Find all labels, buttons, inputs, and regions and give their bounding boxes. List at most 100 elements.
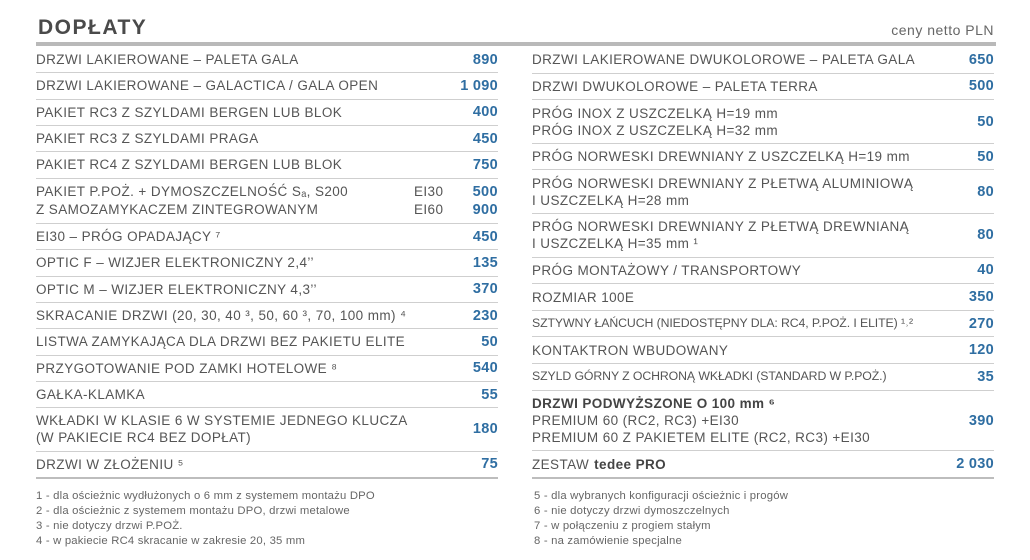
price: 750 — [472, 156, 498, 173]
item-text: PAKIET RC4 Z SZYLDAMI BERGEN LUB BLOK — [36, 157, 343, 173]
label-line: OPTIC M – WIZJER ELEKTRONICZNY 4,3’’ — [36, 281, 428, 298]
item-label: WKŁADKI W KLASIE 6 W SYSTEMIE JEDNEGO KL… — [36, 412, 428, 446]
label-line: PRÓG NORWESKI DREWNIANY Z PŁETWĄ DREWNIA… — [532, 218, 924, 235]
label-line: SKRACANIE DRZWI (20, 30, 40 ³, 50, 60 ³,… — [36, 307, 428, 324]
label-line: PAKIET RC3 Z SZYLDAMI PRAGA — [36, 130, 428, 147]
item-label: PRÓG MONTAŻOWY / TRANSPORTOWY — [532, 262, 924, 279]
item-label: PRÓG NORWESKI DREWNIANY Z PŁETWĄ ALUMINI… — [532, 175, 924, 209]
label-line: OPTIC F – WIZJER ELEKTRONICZNY 2,4’’ — [36, 254, 428, 271]
footnote: 2 - dla ościeżnic z systemem montażu DPO… — [36, 505, 350, 517]
price-row: OPTIC F – WIZJER ELEKTRONICZNY 2,4’’ 135 — [36, 250, 498, 277]
item-label: PRÓG NORWESKI DREWNIANY Z PŁETWĄ DREWNIA… — [532, 218, 924, 252]
item-text: ROZMIAR 100E — [532, 289, 635, 305]
price: 120 — [968, 342, 994, 359]
price: 50 — [481, 333, 498, 350]
item-label: DRZWI W ZŁOŻENIU ⁵ — [36, 456, 428, 473]
item-text: WKŁADKI W KLASIE 6 W SYSTEMIE JEDNEGO KL… — [36, 413, 408, 429]
price: 650 — [968, 51, 994, 68]
price-row: PAKIET RC3 Z SZYLDAMI BERGEN LUB BLOK 400 — [36, 100, 498, 126]
price: 400 — [472, 104, 498, 121]
item-text: PRZYGOTOWANIE POD ZAMKI HOTELOWE ⁸ — [36, 360, 338, 376]
price-row: SKRACANIE DRZWI (20, 30, 40 ³, 50, 60 ³,… — [36, 303, 498, 330]
footnote: 6 - nie dotyczy drzwi dymoszczelnych — [534, 505, 730, 517]
item-label: SZTYWNY ŁAŃCUCH (NIEDOSTĘPNY DLA: RC4, P… — [532, 315, 924, 332]
item-text: I USZCZELKĄ H=35 mm ¹ — [532, 236, 699, 252]
item-text: (W PAKIECIE RC4 BEZ DOPŁAT) — [36, 430, 252, 446]
price: 450 — [472, 130, 498, 147]
label-line: SZTYWNY ŁAŃCUCH (NIEDOSTĘPNY DLA: RC4, P… — [532, 315, 924, 332]
price-row: PRÓG NORWESKI DREWNIANY Z USZCZELKĄ H=19… — [532, 144, 994, 171]
item-label: PAKIET P.POŻ. + DYMOSZCZELNOŚĆ Sₐ, S200 E… — [36, 183, 498, 219]
variant-tag: EI30 — [414, 183, 444, 199]
price-row: PRÓG MONTAŻOWY / TRANSPORTOWY 40 — [532, 258, 994, 285]
price-row: DRZWI LAKIEROWANE – GALACTICA / GALA OPE… — [36, 73, 498, 100]
item-label: LISTWA ZAMYKAJĄCA DLA DRZWI BEZ PAKIETU … — [36, 333, 428, 350]
item-text: DRZWI W ZŁOŻENIU ⁵ — [36, 456, 184, 472]
footnote: 3 - nie dotyczy drzwi P.POŻ. — [36, 520, 183, 532]
label-line: ZESTAW tedee PRO — [532, 456, 924, 473]
price-row: WKŁADKI W KLASIE 6 W SYSTEMIE JEDNEGO KL… — [36, 408, 498, 452]
label-line: DRZWI LAKIEROWANE DWUKOLOROWE – PALETA G… — [532, 51, 924, 68]
price-row: OPTIC M – WIZJER ELEKTRONICZNY 4,3’’ 370 — [36, 277, 498, 303]
label-line: DRZWI LAKIEROWANE – PALETA GALA — [36, 51, 428, 68]
item-text: OPTIC F – WIZJER ELEKTRONICZNY 2,4’’ — [36, 255, 314, 271]
item-label: PAKIET RC4 Z SZYLDAMI BERGEN LUB BLOK — [36, 156, 428, 173]
price: 500 — [968, 78, 994, 95]
item-text: PREMIUM 60 (RC2, RC3) +EI30 — [532, 413, 739, 428]
item-label: KONTAKTRON WBUDOWANY — [532, 342, 924, 359]
price-row: DRZWI LAKIEROWANE DWUKOLOROWE – PALETA G… — [532, 47, 994, 74]
footnote: 1 - dla ościeżnic wydłużonych o 6 mm z s… — [36, 490, 375, 502]
item-text: PAKIET RC3 Z SZYLDAMI BERGEN LUB BLOK — [36, 104, 343, 120]
footnote: 7 - w połączeniu z progiem stałym — [534, 520, 711, 532]
item-text: PRÓG NORWESKI DREWNIANY Z PŁETWĄ DREWNIA… — [532, 219, 910, 235]
price: 270 — [968, 315, 994, 332]
variant-tag: EI60 — [414, 201, 444, 217]
item-label: DRZWI PODWYŻSZONE O 100 mm ⁶ PREMIUM 60 (… — [532, 395, 924, 446]
label-line: DRZWI PODWYŻSZONE O 100 mm ⁶ — [532, 395, 924, 412]
item-text: LISTWA ZAMYKAJĄCA DLA DRZWI BEZ PAKIETU … — [36, 334, 406, 350]
price: 230 — [472, 307, 498, 324]
price-row: ZESTAW tedee PRO 2 030 — [532, 451, 994, 479]
price-row: EI30 – PRÓG OPADAJĄCY ⁷ 450 — [36, 224, 498, 251]
item-emphasis: DRZWI PODWYŻSZONE O 100 mm ⁶ — [532, 396, 776, 411]
price-row: PAKIET RC3 Z SZYLDAMI PRAGA 450 — [36, 126, 498, 153]
item-text: PRÓG INOX Z USZCZELKĄ H=19 mm — [532, 105, 779, 121]
label-line: ROZMIAR 100E — [532, 289, 924, 306]
variant-price: 900 — [472, 201, 498, 218]
price-row: PRÓG NORWESKI DREWNIANY Z PŁETWĄ DREWNIA… — [532, 214, 994, 258]
price-row: DRZWI DWUKOLOROWE – PALETA TERRA 500 — [532, 74, 994, 101]
label-line: PREMIUM 60 Z PAKIETEM ELITE (RC2, RC3) +… — [532, 429, 924, 446]
label-line: GAŁKA-KLAMKA — [36, 386, 428, 403]
label-line: PREMIUM 60 (RC2, RC3) +EI30 — [532, 412, 924, 429]
price: 390 — [968, 412, 994, 429]
footnote: 4 - w pakiecie RC4 skracanie w zakresie … — [36, 535, 306, 547]
label-line: PAKIET RC4 Z SZYLDAMI BERGEN LUB BLOK — [36, 156, 428, 173]
label-line: DRZWI W ZŁOŻENIU ⁵ — [36, 456, 428, 473]
label-line: EI30 – PRÓG OPADAJĄCY ⁷ — [36, 228, 428, 245]
label-line: PRÓG NORWESKI DREWNIANY Z USZCZELKĄ H=19… — [532, 148, 924, 165]
price-row: KONTAKTRON WBUDOWANY 120 — [532, 337, 994, 365]
label-line: PRÓG INOX Z USZCZELKĄ H=19 mm — [532, 105, 924, 122]
label-line: PAKIET RC3 Z SZYLDAMI BERGEN LUB BLOK — [36, 104, 428, 121]
item-label: OPTIC M – WIZJER ELEKTRONICZNY 4,3’’ — [36, 281, 428, 298]
item-text: OPTIC M – WIZJER ELEKTRONICZNY 4,3’’ — [36, 281, 317, 297]
price: 540 — [472, 360, 498, 377]
item-text: SZYLD GÓRNY Z OCHRONĄ WKŁADKI (STANDARD … — [532, 369, 887, 384]
item-text: PRÓG MONTAŻOWY / TRANSPORTOWY — [532, 262, 802, 278]
footnotes-right: 5 - dla wybranych konfiguracji ościeżnic… — [534, 489, 994, 549]
price-row: DRZWI PODWYŻSZONE O 100 mm ⁶ PREMIUM 60 (… — [532, 391, 994, 452]
item-label: SKRACANIE DRZWI (20, 30, 40 ³, 50, 60 ³,… — [36, 307, 428, 324]
price-row: DRZWI LAKIEROWANE – PALETA GALA 890 — [36, 47, 498, 74]
price-row: ROZMIAR 100E 350 — [532, 284, 994, 311]
item-label: SZYLD GÓRNY Z OCHRONĄ WKŁADKI (STANDARD … — [532, 368, 924, 385]
item-label: ROZMIAR 100E — [532, 289, 924, 306]
footnote: 8 - na zamówienie specjalne — [534, 535, 682, 547]
price-row: PRZYGOTOWANIE POD ZAMKI HOTELOWE ⁸ 540 — [36, 356, 498, 382]
price-row: SZYLD GÓRNY Z OCHRONĄ WKŁADKI (STANDARD … — [532, 364, 994, 391]
item-label: PAKIET RC3 Z SZYLDAMI BERGEN LUB BLOK — [36, 104, 428, 121]
header: DOPŁATY ceny netto PLN — [36, 14, 996, 46]
item-text: PRÓG INOX Z USZCZELKĄ H=32 mm — [532, 122, 779, 138]
label-line: PRZYGOTOWANIE POD ZAMKI HOTELOWE ⁸ — [36, 360, 428, 377]
variant-price: 500 — [472, 183, 498, 200]
